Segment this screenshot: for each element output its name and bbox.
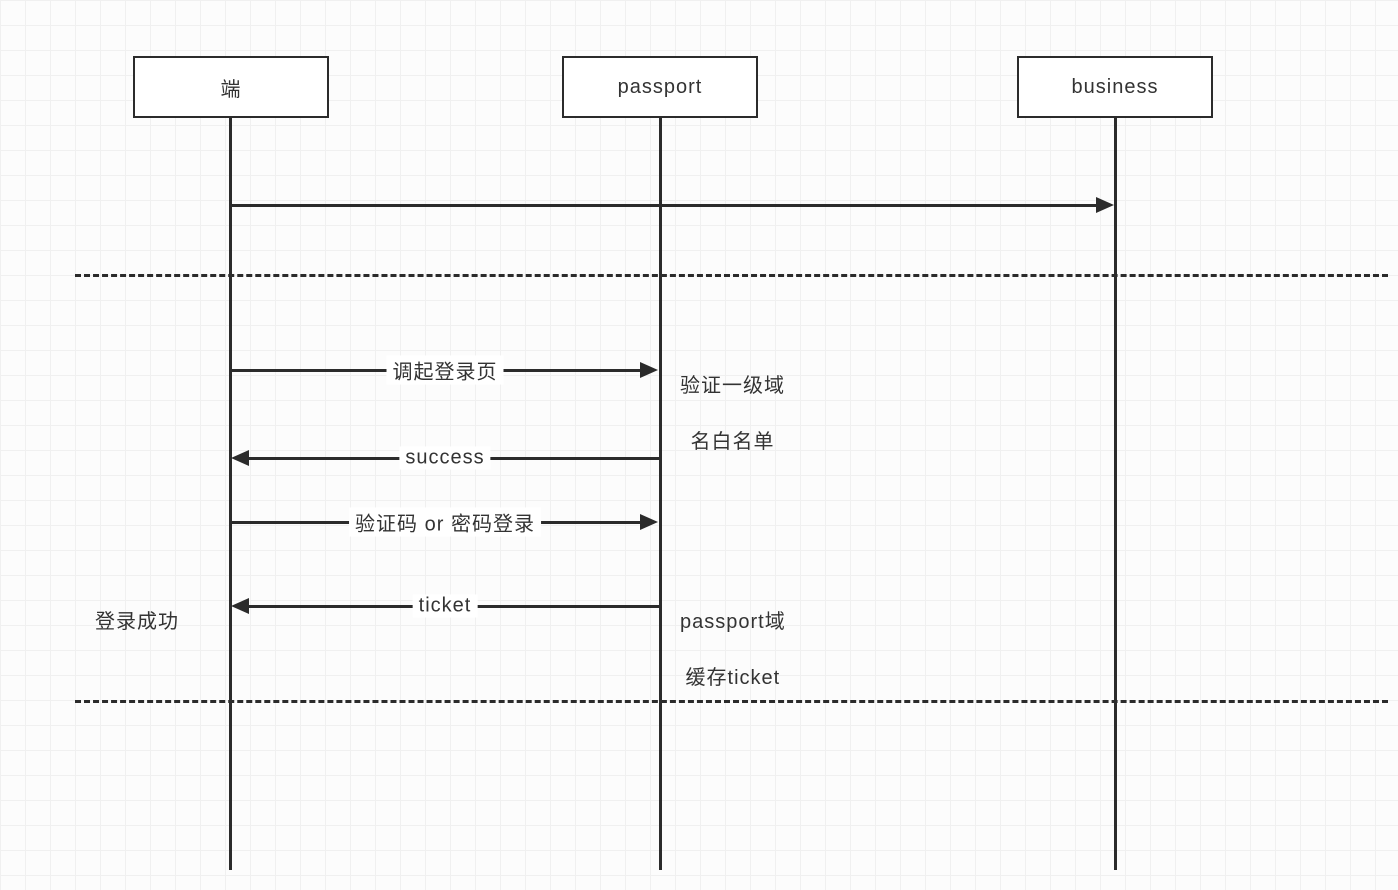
participant-box-business: business [1017, 56, 1213, 118]
lifeline-passport [659, 118, 662, 870]
divider-1 [75, 274, 1388, 277]
lifeline-client [229, 118, 232, 870]
note-line: passport域 [680, 608, 786, 636]
note-line: 缓存ticket [680, 664, 786, 692]
note-line: 名白名单 [680, 428, 785, 456]
message-label-5: ticket [413, 595, 478, 618]
participant-label-client: 端 [221, 73, 242, 102]
participant-label-business: business [1072, 76, 1159, 99]
message-arrowhead-2 [640, 362, 658, 378]
participant-box-passport: passport [562, 56, 758, 118]
note-passport-1: 验证一级域 名白名单 [680, 344, 785, 484]
message-label-4: 验证码 or 密码登录 [349, 508, 541, 537]
message-arrow-1 [231, 204, 1098, 207]
message-label-3: success [399, 447, 490, 470]
message-label-2: 调起登录页 [387, 356, 504, 385]
participant-label-passport: passport [618, 76, 703, 99]
lifeline-business [1114, 118, 1117, 870]
note-line: 验证一级域 [680, 372, 785, 400]
note-passport-2: passport域 缓存ticket [680, 580, 786, 720]
message-arrowhead-1 [1096, 197, 1114, 213]
participant-box-client: 端 [133, 56, 329, 118]
side-note-login-success: 登录成功 [95, 605, 179, 634]
message-arrowhead-4 [640, 514, 658, 530]
message-arrowhead-3 [231, 450, 249, 466]
message-arrowhead-5 [231, 598, 249, 614]
